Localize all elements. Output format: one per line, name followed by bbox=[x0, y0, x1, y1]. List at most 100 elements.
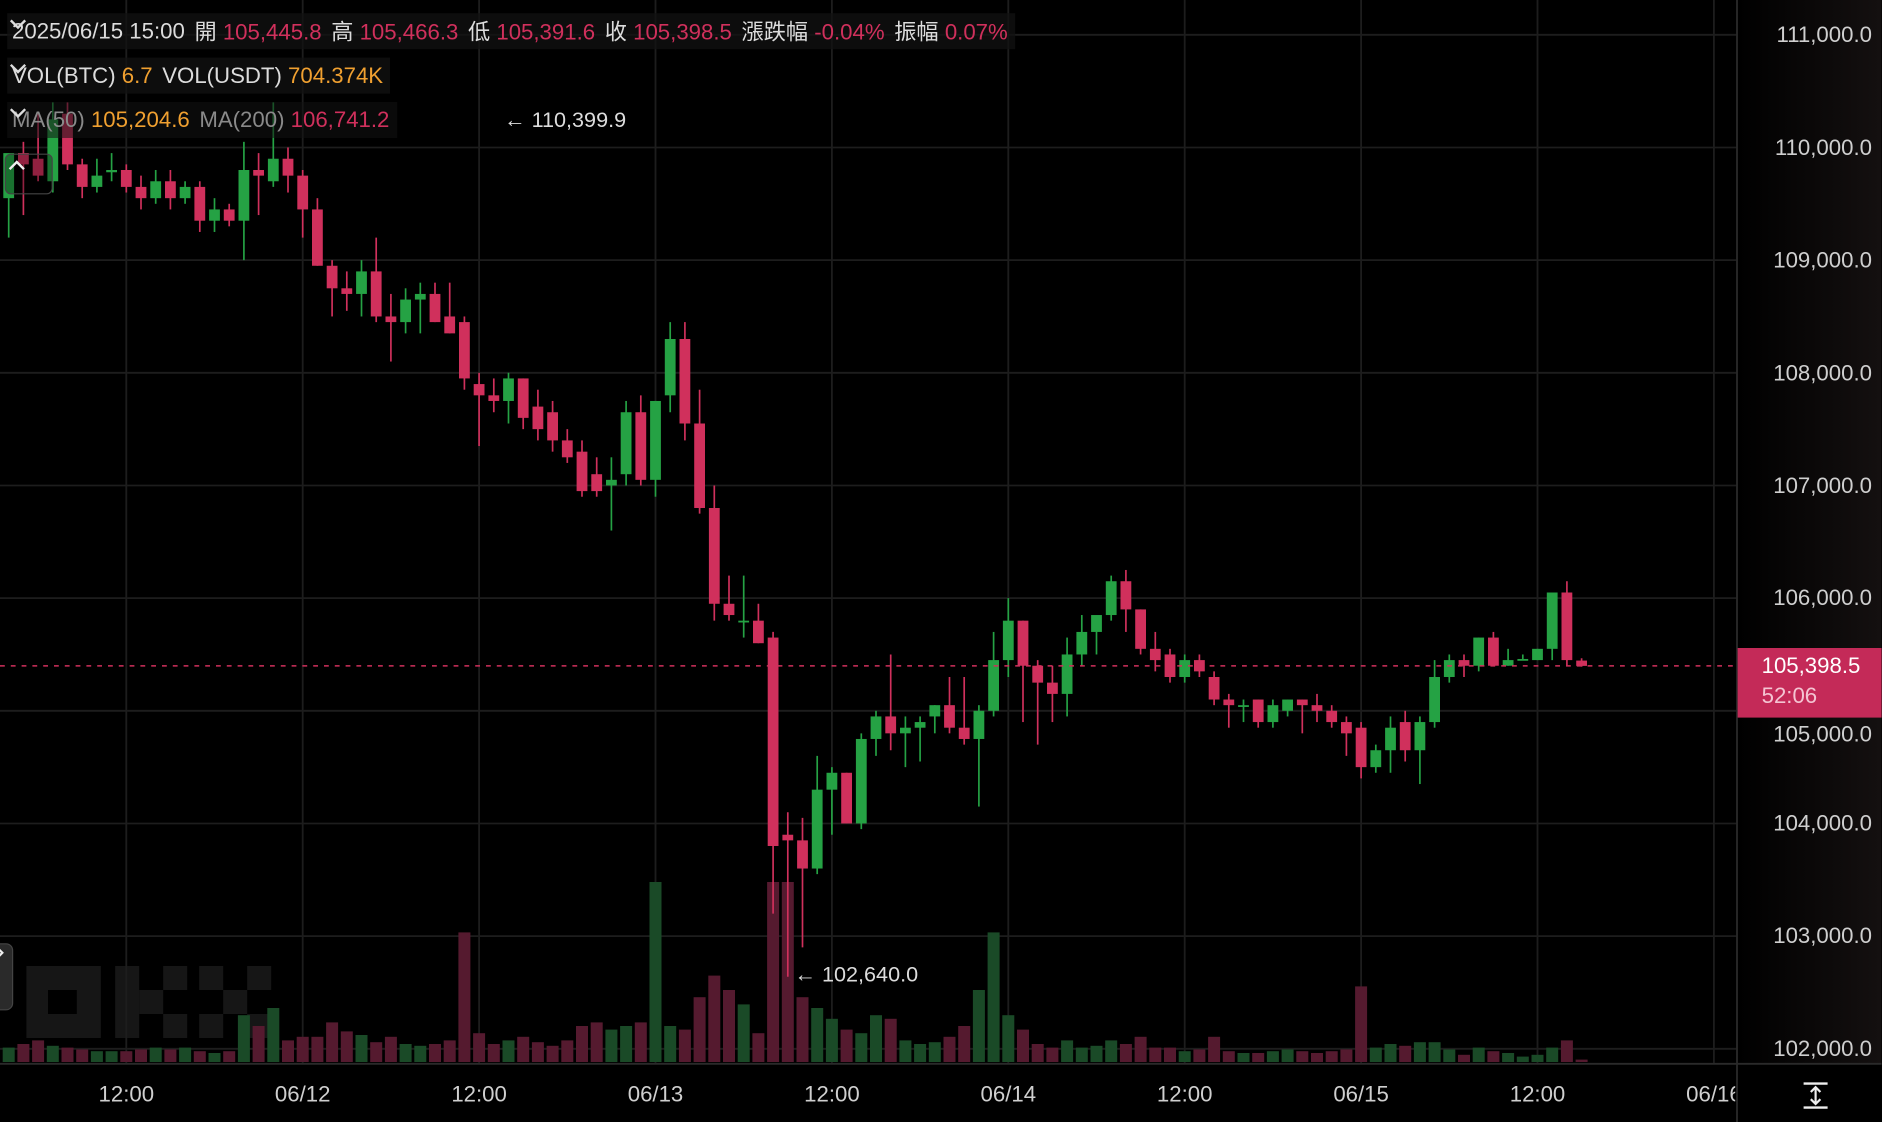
chevron-down-icon[interactable] bbox=[7, 13, 29, 35]
volume-bar bbox=[1531, 1054, 1544, 1062]
candle-body bbox=[385, 316, 397, 323]
candle-body bbox=[532, 406, 544, 430]
candle-body bbox=[606, 479, 617, 486]
candle-body bbox=[1252, 699, 1264, 723]
candle-body bbox=[738, 620, 750, 623]
volume-bar bbox=[634, 1022, 647, 1062]
price-axis-background bbox=[1737, 0, 1882, 1064]
candle-body bbox=[811, 789, 823, 869]
candle-body bbox=[664, 339, 676, 396]
volume-bar bbox=[1340, 1049, 1353, 1062]
price-tick-label: 106,000.0 bbox=[1773, 584, 1873, 611]
ohlc-legend-row: 2025/06/15 15:00 開 105,445.8 高 105,466.3… bbox=[7, 13, 1015, 50]
volume-bar bbox=[1252, 1053, 1265, 1062]
candle-body bbox=[914, 722, 926, 728]
volume-bar bbox=[870, 1015, 883, 1062]
close-label: 收 bbox=[604, 19, 627, 45]
volume-bar bbox=[1458, 1054, 1470, 1062]
candle-body bbox=[1179, 660, 1191, 677]
open-value: 105,445.8 bbox=[222, 19, 322, 45]
volume-bar bbox=[340, 1031, 353, 1062]
volume-bar bbox=[1399, 1045, 1412, 1062]
volume-bar bbox=[737, 1004, 750, 1062]
volume-bar bbox=[1325, 1051, 1338, 1062]
candle-body bbox=[91, 175, 103, 187]
candle-body bbox=[635, 412, 647, 480]
candle-countdown: 52:06 bbox=[1761, 682, 1818, 708]
volume-bar bbox=[61, 1047, 74, 1062]
volume-bar bbox=[884, 1018, 897, 1062]
candle-body bbox=[797, 840, 808, 869]
candle-body bbox=[414, 293, 426, 300]
volume-bar bbox=[987, 932, 1000, 1062]
volume-bar bbox=[149, 1047, 162, 1062]
price-tick-label: 109,000.0 bbox=[1773, 246, 1873, 273]
chevron-down-icon[interactable] bbox=[7, 102, 29, 124]
volume-bar bbox=[487, 1044, 500, 1062]
volume-bar bbox=[1002, 1015, 1015, 1062]
candles bbox=[3, 102, 1588, 977]
candle-body bbox=[312, 209, 323, 266]
candle-body bbox=[1561, 592, 1573, 661]
volume-bar bbox=[517, 1036, 530, 1062]
candle-body bbox=[679, 339, 691, 424]
candle-body bbox=[370, 271, 382, 317]
volume-bar bbox=[1208, 1036, 1221, 1062]
volume-bar bbox=[943, 1036, 956, 1062]
candle-body bbox=[1443, 660, 1455, 677]
collapse-legend-button[interactable] bbox=[4, 153, 53, 195]
volume-bar bbox=[223, 1051, 236, 1062]
candle-body bbox=[1385, 727, 1396, 751]
volume-bar bbox=[693, 997, 706, 1062]
high-value: 105,466.3 bbox=[359, 19, 459, 45]
candle-body bbox=[503, 378, 514, 401]
candle-body bbox=[708, 508, 720, 604]
candle-body bbox=[429, 293, 441, 323]
candle-body bbox=[1311, 705, 1323, 711]
volume-bar bbox=[120, 1051, 133, 1062]
candle-body bbox=[841, 772, 853, 824]
volume-bar bbox=[546, 1045, 559, 1062]
candle-body bbox=[1341, 722, 1352, 734]
volume-bar bbox=[972, 990, 985, 1062]
side-panel-handle[interactable] bbox=[0, 943, 14, 1011]
candle-body bbox=[1105, 581, 1117, 616]
volume-bar bbox=[399, 1044, 412, 1062]
candle-body bbox=[488, 395, 500, 401]
candle-body bbox=[1488, 637, 1499, 666]
low-label: 低 bbox=[467, 19, 491, 45]
grid bbox=[0, 0, 1738, 1064]
candle-body bbox=[1282, 699, 1293, 711]
price-tick-label: 110,000.0 bbox=[1774, 134, 1873, 160]
candle-body bbox=[1502, 660, 1514, 666]
candle-body bbox=[326, 265, 338, 289]
volume-bar bbox=[1281, 1049, 1294, 1062]
vol-btc-value: 6.7 bbox=[121, 62, 153, 88]
candle-body bbox=[1473, 637, 1485, 666]
volume-bar bbox=[267, 1008, 280, 1062]
change-label: 漲跌幅 bbox=[741, 19, 809, 45]
volume-bar bbox=[2, 1047, 15, 1062]
volume-bar bbox=[208, 1053, 221, 1062]
candle-body bbox=[723, 603, 735, 616]
volume-bar bbox=[1105, 1040, 1118, 1062]
candle-body bbox=[1032, 665, 1044, 683]
volume-bar bbox=[1546, 1047, 1559, 1062]
chevron-down-icon[interactable] bbox=[7, 58, 29, 80]
ma200-value: 106,741.2 bbox=[290, 106, 390, 132]
candle-body bbox=[694, 423, 705, 508]
candle-body bbox=[973, 710, 985, 739]
volume-legend-row: VOL(BTC) 6.7 VOL(USDT) 704.374K bbox=[7, 57, 391, 94]
candle-body bbox=[1532, 648, 1543, 661]
price-tick-label: 105,000.0 bbox=[1773, 721, 1873, 747]
volume-bar bbox=[825, 1018, 838, 1062]
candle-body bbox=[782, 834, 794, 841]
volume-bar bbox=[914, 1044, 927, 1062]
price-axis-scale-button[interactable] bbox=[1800, 1080, 1831, 1111]
candle-body bbox=[855, 738, 867, 824]
volume-bar bbox=[179, 1047, 192, 1062]
volume-bar bbox=[326, 1022, 339, 1062]
volume-bar bbox=[1428, 1042, 1441, 1062]
